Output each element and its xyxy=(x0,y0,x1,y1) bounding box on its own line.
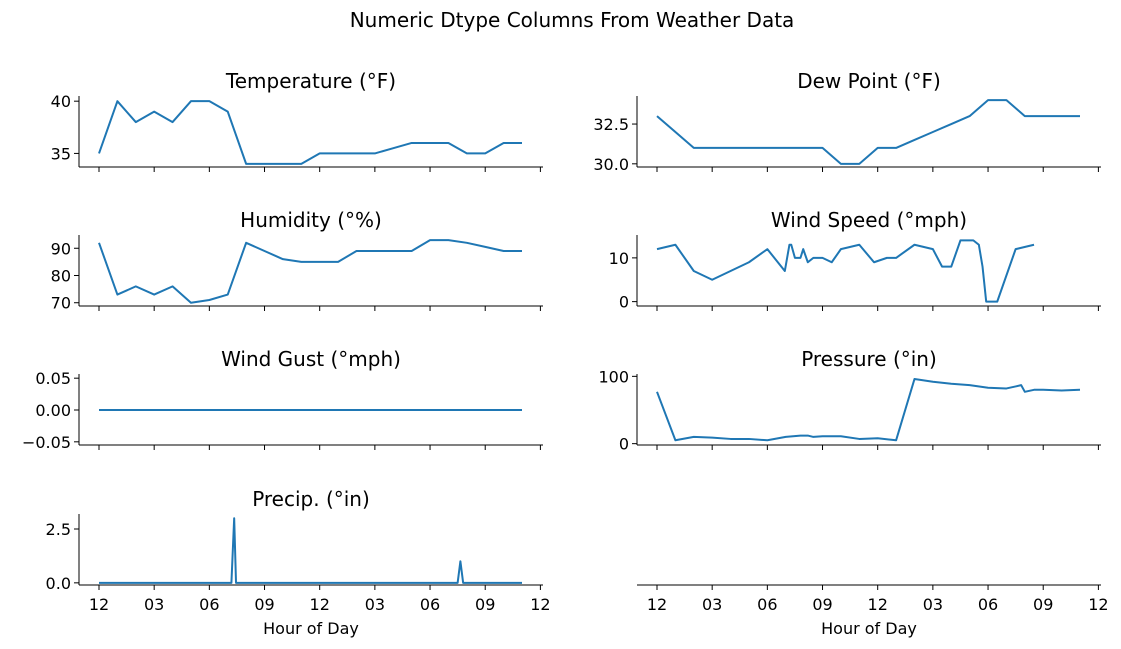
x-tick-label: 12 xyxy=(530,595,550,614)
y-tick-label: 35 xyxy=(51,144,71,163)
subplot-4: Wind Speed (°mph) 0 10 xyxy=(609,208,1101,312)
subplot-5: Wind Gust (°mph) −0.05 0.00 0.05 xyxy=(22,347,543,452)
y-tick-label: 0 xyxy=(619,435,629,454)
x-tick-label: 06 xyxy=(199,595,219,614)
y-tick-label: 80 xyxy=(51,266,71,285)
y-tick-label: 0.00 xyxy=(35,401,71,420)
series-line xyxy=(656,378,1081,442)
x-tick-label: 06 xyxy=(420,595,440,614)
series-line xyxy=(98,100,522,165)
y-tick-label: 0 xyxy=(619,293,629,312)
x-tick-label: 09 xyxy=(475,595,495,614)
figure-title: Numeric Dtype Columns From Weather Data xyxy=(350,8,795,32)
y-tick-label: 30.0 xyxy=(593,155,629,174)
subplot-7: Precip. (°in) 0.0 2.5 12 03 06 09 12 03 06 09 12 Hou… xyxy=(46,487,551,638)
subplot-title: Humidity (°%) xyxy=(240,208,382,232)
subplot-title: Precip. (°in) xyxy=(252,487,370,511)
series-line xyxy=(99,517,522,584)
x-tick-label: 12 xyxy=(868,595,888,614)
x-tick-label: 06 xyxy=(978,595,998,614)
x-tick-label: 03 xyxy=(923,595,943,614)
subplot-title: Temperature (°F) xyxy=(225,69,396,93)
series-line xyxy=(656,99,1080,165)
y-tick-label: 32.5 xyxy=(593,115,629,134)
y-tick-label: 90 xyxy=(51,239,71,258)
y-tick-label: 70 xyxy=(51,294,71,313)
subplot-6: Pressure (°in) 0 100 xyxy=(598,347,1101,454)
y-tick-label: 2.5 xyxy=(46,520,71,539)
y-tick-label: 0.05 xyxy=(35,369,71,388)
subplot-title: Wind Gust (°mph) xyxy=(221,347,401,371)
subplot-grid: Temperature (°F) 35 40 Dew Point (°F) 30.0 32… xyxy=(22,69,1109,638)
x-tick-label: 09 xyxy=(1033,595,1053,614)
x-axis-label: Hour of Day xyxy=(821,619,917,638)
x-tick-label: 06 xyxy=(757,595,777,614)
subplot-3: Humidity (°%) 70 80 90 xyxy=(51,208,543,313)
y-tick-label: 40 xyxy=(51,92,71,111)
x-tick-label: 03 xyxy=(144,595,164,614)
subplot-8: 12 03 06 09 12 03 06 09 12 Hour of Day xyxy=(637,584,1109,638)
x-tick-label: 12 xyxy=(1088,595,1108,614)
y-tick-label: 10 xyxy=(609,249,629,268)
x-axis-label: Hour of Day xyxy=(263,619,359,638)
series-line xyxy=(656,239,1035,303)
x-tick-label: 09 xyxy=(254,595,274,614)
x-tick-label: 03 xyxy=(702,595,722,614)
subplot-2: Dew Point (°F) 30.0 32.5 xyxy=(593,69,1101,174)
y-tick-label: 100 xyxy=(598,367,629,386)
subplot-title: Pressure (°in) xyxy=(801,347,937,371)
x-tick-label: 03 xyxy=(365,595,385,614)
x-tick-label: 12 xyxy=(647,595,667,614)
y-tick-label: −0.05 xyxy=(22,433,71,452)
y-tick-label: 0.0 xyxy=(46,574,71,593)
series-line xyxy=(98,239,522,304)
x-tick-label: 12 xyxy=(310,595,330,614)
subplot-title: Dew Point (°F) xyxy=(797,69,941,93)
x-tick-label: 09 xyxy=(812,595,832,614)
subplot-1: Temperature (°F) 35 40 xyxy=(51,69,543,172)
subplot-title: Wind Speed (°mph) xyxy=(771,208,967,232)
x-tick-label: 12 xyxy=(89,595,109,614)
